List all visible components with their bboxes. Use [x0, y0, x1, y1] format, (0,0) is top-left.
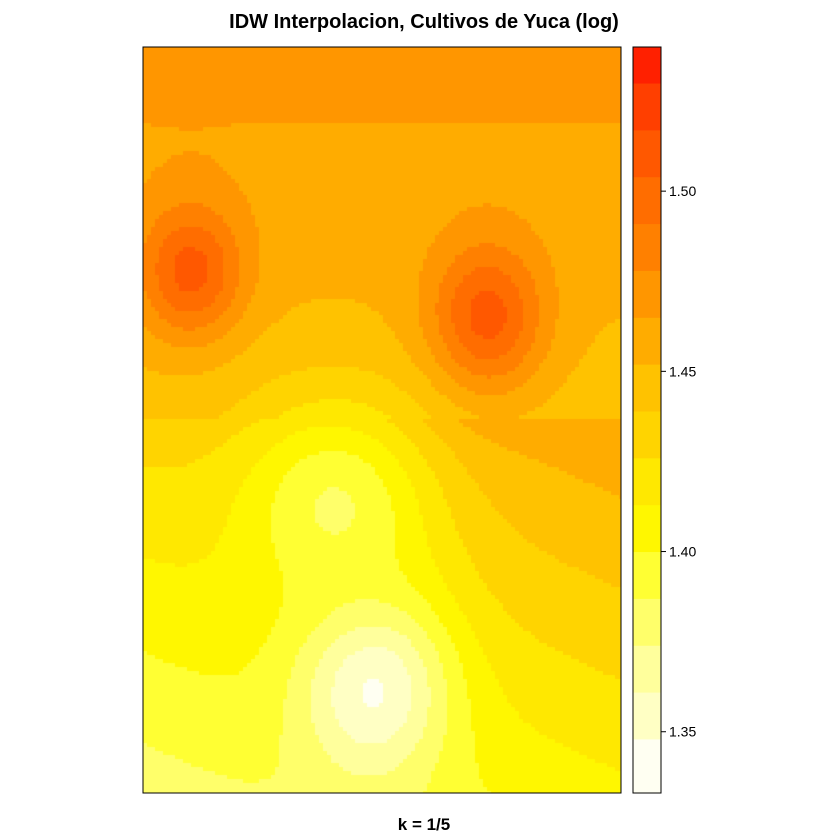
colorbar: 1.35 1.40 1.45 1.50 [632, 46, 696, 794]
chart-title: IDW Interpolacion, Cultivos de Yuca (log… [229, 11, 619, 33]
colorbar-bin [633, 410, 661, 459]
colorbar-bin [633, 317, 661, 365]
colorbar-bin [633, 129, 661, 178]
interpolation-raster [143, 47, 621, 793]
x-axis-label: k = 1/5 [398, 815, 450, 834]
colorbar-bin [633, 504, 661, 553]
colorbar-tick-label: 1.50 [669, 183, 696, 199]
interpolation-map [142, 46, 622, 794]
colorbar-bin [633, 83, 661, 131]
colorbar-bin [633, 645, 661, 693]
colorbar-frame [632, 46, 662, 794]
colorbar-tick-label: 1.35 [669, 724, 696, 740]
colorbar-bin [633, 738, 661, 794]
colorbar-tick-label: 1.45 [669, 363, 696, 379]
colorbar-bin [633, 551, 661, 599]
colorbar-bin [633, 598, 661, 646]
colorbar-bin [633, 364, 661, 412]
map-frame [142, 46, 622, 794]
colorbar-bin [633, 223, 661, 271]
colorbar-bin [633, 47, 661, 84]
colorbar-bin [633, 176, 661, 225]
colorbar-tick-label: 1.40 [669, 544, 696, 560]
colorbar-bin [633, 692, 661, 740]
colorbar-bin [633, 457, 661, 506]
colorbar-bin [633, 270, 661, 318]
